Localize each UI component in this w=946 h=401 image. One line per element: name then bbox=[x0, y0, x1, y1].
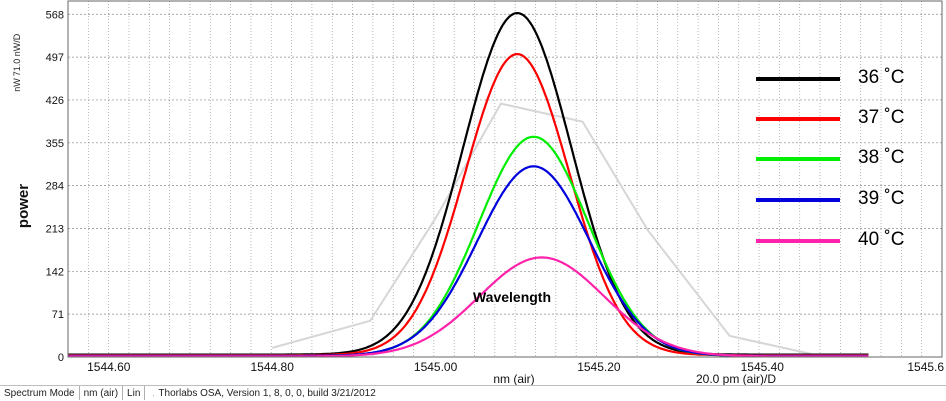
grid bbox=[68, 1, 942, 357]
series-line-5 bbox=[68, 256, 869, 358]
legend-label: 40 ˚C bbox=[858, 229, 904, 250]
status-scale: Lin bbox=[123, 386, 146, 400]
legend-label: 37 ˚C bbox=[858, 107, 904, 128]
x-tick-label: 1545.20 bbox=[577, 360, 621, 374]
ghost-trace bbox=[271, 102, 812, 355]
legend-label: 39 ˚C bbox=[858, 188, 904, 209]
y-tick-label: 71 bbox=[52, 309, 64, 321]
ghost-trace-line bbox=[271, 102, 812, 355]
x-tick-label: 1545.6 bbox=[907, 360, 944, 374]
status-mode: Spectrum Mode bbox=[0, 386, 80, 400]
status-bar: Spectrum Mode nm (air) Lin Thorlabs OSA, Ve… bbox=[0, 385, 946, 401]
x-resolution-label: 20.0 pm (air)/D bbox=[696, 372, 776, 386]
plot-background bbox=[0, 0, 946, 386]
x-tick-label: 1544.60 bbox=[87, 360, 131, 374]
x-tick-label: 1545.40 bbox=[741, 360, 785, 374]
status-version: Thorlabs OSA, Version 1, 8, 0, 0, build … bbox=[158, 388, 376, 399]
x-axis-label: nm (air) bbox=[493, 372, 534, 386]
y-scale-label: 71.0 nW/D bbox=[12, 33, 22, 76]
y-tick-label: 284 bbox=[46, 181, 64, 193]
wavelength-annotation: Wavelength bbox=[473, 289, 551, 305]
y-tick-label: 142 bbox=[46, 266, 64, 278]
y-tick-label: 213 bbox=[46, 224, 64, 236]
y-tick-label: 568 bbox=[46, 9, 64, 21]
series-lines bbox=[68, 11, 869, 358]
y-unit-label: nW bbox=[12, 78, 22, 92]
status-unit: nm (air) bbox=[80, 386, 124, 400]
y-axis-label: power bbox=[15, 184, 32, 228]
y-tick-label: 497 bbox=[46, 52, 64, 64]
plot-frame bbox=[67, 0, 943, 358]
x-tick-label: 1544.80 bbox=[251, 360, 295, 374]
x-tick-labels: 1544.60 1544.80 1545.00 1545.20 1545.40 1545.… bbox=[87, 360, 944, 374]
legend: 36 ˚C 37 ˚C 38 ˚C 39 ˚C 40 ˚C bbox=[756, 67, 904, 250]
x-tick-label: 1545.00 bbox=[414, 360, 458, 374]
y-tick-label: 355 bbox=[46, 138, 64, 150]
y-tick-labels: 0 71 142 213 284 355 426 497 568 bbox=[46, 9, 64, 364]
status-blank bbox=[145, 395, 155, 396]
legend-label: 36 ˚C bbox=[858, 67, 904, 88]
legend-label: 38 ˚C bbox=[858, 147, 904, 168]
y-tick-label: 426 bbox=[46, 95, 64, 107]
y-tick-label: 0 bbox=[58, 352, 64, 364]
